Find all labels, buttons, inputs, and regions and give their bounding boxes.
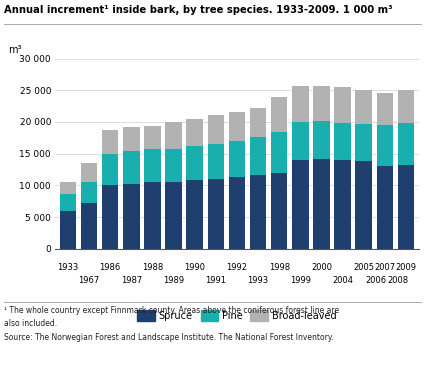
Bar xyxy=(102,186,119,249)
Bar xyxy=(313,121,330,159)
Bar xyxy=(250,108,266,137)
Bar xyxy=(81,182,97,203)
Bar xyxy=(144,182,161,249)
Bar xyxy=(355,124,372,161)
Text: also included.: also included. xyxy=(4,319,57,328)
Bar xyxy=(123,127,139,150)
Bar xyxy=(123,150,139,183)
Bar xyxy=(292,86,309,122)
Text: Annual increment¹ inside bark, by tree species. 1933-2009. 1 000 m³: Annual increment¹ inside bark, by tree s… xyxy=(4,5,393,15)
Bar xyxy=(292,122,309,160)
Bar xyxy=(271,173,287,249)
Bar xyxy=(271,97,287,132)
Text: ¹ The whole country except Finnmark county. Areas above the coniferous forest li: ¹ The whole country except Finnmark coun… xyxy=(4,306,340,315)
Bar xyxy=(102,154,119,186)
Text: 1967: 1967 xyxy=(79,276,100,284)
Bar xyxy=(271,132,287,173)
Bar xyxy=(229,112,245,141)
Text: 2000: 2000 xyxy=(311,263,332,272)
Bar xyxy=(187,119,203,146)
Bar xyxy=(81,163,97,182)
Bar xyxy=(398,123,414,165)
Bar xyxy=(144,126,161,149)
Text: 1986: 1986 xyxy=(99,263,121,272)
Text: 1993: 1993 xyxy=(247,276,269,284)
Text: m³: m³ xyxy=(8,45,22,55)
Text: 2009: 2009 xyxy=(395,263,416,272)
Bar xyxy=(334,160,351,249)
Bar xyxy=(60,194,76,211)
Bar xyxy=(334,87,351,123)
Text: 1987: 1987 xyxy=(121,276,142,284)
Text: 2007: 2007 xyxy=(374,263,395,272)
Bar xyxy=(123,183,139,249)
Text: 2008: 2008 xyxy=(387,276,408,284)
Bar xyxy=(229,177,245,249)
Bar xyxy=(165,149,182,182)
Text: 1989: 1989 xyxy=(163,276,184,284)
Bar xyxy=(398,165,414,249)
Text: 1999: 1999 xyxy=(290,276,311,284)
Bar xyxy=(187,180,203,249)
Bar xyxy=(334,123,351,160)
Text: 2006: 2006 xyxy=(366,276,387,284)
Text: 1990: 1990 xyxy=(184,263,205,272)
Bar xyxy=(165,182,182,249)
Bar xyxy=(377,166,393,249)
Bar xyxy=(81,203,97,249)
Text: 1988: 1988 xyxy=(142,263,163,272)
Bar xyxy=(377,93,393,125)
Text: Source: The Norwegian Forest and Landscape Institute. The National Forest Invent: Source: The Norwegian Forest and Landsca… xyxy=(4,333,334,342)
Text: 2004: 2004 xyxy=(332,276,353,284)
Bar xyxy=(207,179,224,249)
Bar xyxy=(250,175,266,249)
Text: 1933: 1933 xyxy=(57,263,79,272)
Bar xyxy=(398,90,414,123)
Bar xyxy=(102,130,119,154)
Bar xyxy=(60,211,76,249)
Bar xyxy=(144,149,161,182)
Bar xyxy=(313,86,330,121)
Bar xyxy=(313,159,330,249)
Text: 1998: 1998 xyxy=(269,263,290,272)
Bar xyxy=(292,160,309,249)
Bar xyxy=(355,90,372,124)
Legend: Spruce, Pine, Broad-leaved: Spruce, Pine, Broad-leaved xyxy=(134,307,340,324)
Bar xyxy=(355,161,372,249)
Text: 1991: 1991 xyxy=(205,276,226,284)
Text: 2005: 2005 xyxy=(353,263,374,272)
Bar xyxy=(207,143,224,179)
Bar xyxy=(60,182,76,194)
Bar xyxy=(377,125,393,166)
Bar xyxy=(165,122,182,149)
Bar xyxy=(250,137,266,175)
Text: 1992: 1992 xyxy=(227,263,247,272)
Bar xyxy=(187,146,203,180)
Bar xyxy=(207,115,224,143)
Bar xyxy=(229,141,245,177)
